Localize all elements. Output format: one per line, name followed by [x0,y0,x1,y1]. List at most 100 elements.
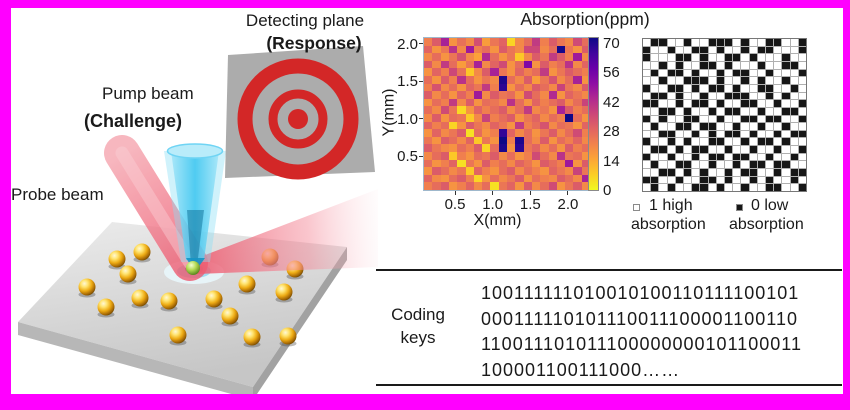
binary-cell [741,161,749,169]
binary-cell [782,123,790,130]
binary-cell [765,176,774,184]
probe-beam-graphic [104,135,208,281]
binary-cell [749,39,757,46]
heatmap-cell [523,106,532,114]
binary-cell [765,61,774,69]
binary-cell [774,69,782,77]
legend-high-label-2: absorption [631,216,706,233]
heatmap-cell [457,38,466,46]
binary-cell [716,61,724,69]
heatmap-cell [432,182,441,190]
binary-cell [724,176,733,184]
binary-cell [692,115,700,123]
binary-cell [798,100,806,107]
heatmap-cell [482,182,491,190]
heatmap-cell [448,60,458,69]
heatmap-cell [556,113,566,122]
binary-cell [782,146,790,153]
heatmap-cell [490,159,499,168]
binary-cell [790,123,798,130]
binary-cell [774,77,782,84]
heatmap-cell [565,167,574,175]
heatmap-cell [457,106,466,114]
gold-nanoparticle [160,292,178,310]
heatmap-cell [448,106,458,114]
y-tick-label: 1.5 [397,73,418,91]
binary-cell [790,169,798,176]
heatmap-cell [465,121,474,130]
heatmap-cell [540,113,549,122]
binary-cell [765,130,774,138]
gold-nanoparticle [221,307,239,325]
heatmap-cell [465,136,474,145]
y-tick-label: 0.5 [397,148,418,165]
heatmap-cell [482,98,491,107]
binary-cell [683,84,692,92]
binary-cell [708,130,716,138]
binary-cell [782,46,790,54]
heatmap-cell [548,136,557,145]
binary-cell [782,54,790,61]
binary-cell [774,107,782,115]
binary-cell [683,153,692,161]
heatmap-cell [432,167,441,175]
heatmap-cell [432,159,441,168]
binary-cell [683,39,692,46]
binary-cell [798,176,806,184]
heatmap-cell [540,38,549,46]
binary-cell [708,69,716,77]
binary-cell [643,39,651,46]
binary-cell [757,107,765,115]
binary-cell [782,184,790,191]
heatmap-cell [540,167,549,175]
binary-cell [798,77,806,84]
binary-cell [643,92,651,100]
binary-cell [692,146,700,153]
binary-cell [741,123,749,130]
binary-cell [716,77,724,84]
binary-cell [643,77,651,84]
target-center-dot [288,109,308,129]
binary-cell [765,100,774,107]
binary-cell [790,84,798,92]
heatmap-cell [556,38,566,46]
heatmap-cell [465,167,474,175]
heatmap-cell [490,121,499,130]
binary-cell [782,84,790,92]
binary-cell [798,153,806,161]
binary-cell [700,184,708,191]
heatmap-cell [440,144,449,152]
binary-cell [651,84,659,92]
heatmap-cell [448,167,458,175]
heatmap-cell [540,53,549,61]
binary-cell [716,184,724,191]
heatmap-cell [556,53,566,61]
heatmap-cell [490,182,499,190]
heatmap-cell [548,159,557,168]
heatmap-cell [440,113,449,122]
heatmap-cell [432,75,441,84]
heatmap-cell [507,60,516,69]
gold-nanoparticle [133,243,151,261]
heatmap-cell [448,144,458,152]
colorbar-tick-label: 14 [603,152,620,170]
binary-cell [651,69,659,77]
heatmap-cell [581,136,590,145]
heatmap-cell [448,121,458,130]
heatmap-cell [440,38,449,46]
binary-cell [724,153,733,161]
heatmap-cell [573,83,582,92]
binary-cell [692,161,700,169]
heatmap-cell [556,129,566,137]
binary-cell [667,176,675,184]
heatmap-cell [540,136,549,145]
heatmap-cell [457,159,466,168]
heatmap-cell [432,129,441,137]
heatmap-cell [507,113,516,122]
heatmap-cell [448,159,458,168]
binary-cell [651,184,659,191]
binary-cell [700,123,708,130]
binary-cell [733,115,741,123]
binary-cell [716,146,724,153]
binary-cell [782,107,790,115]
